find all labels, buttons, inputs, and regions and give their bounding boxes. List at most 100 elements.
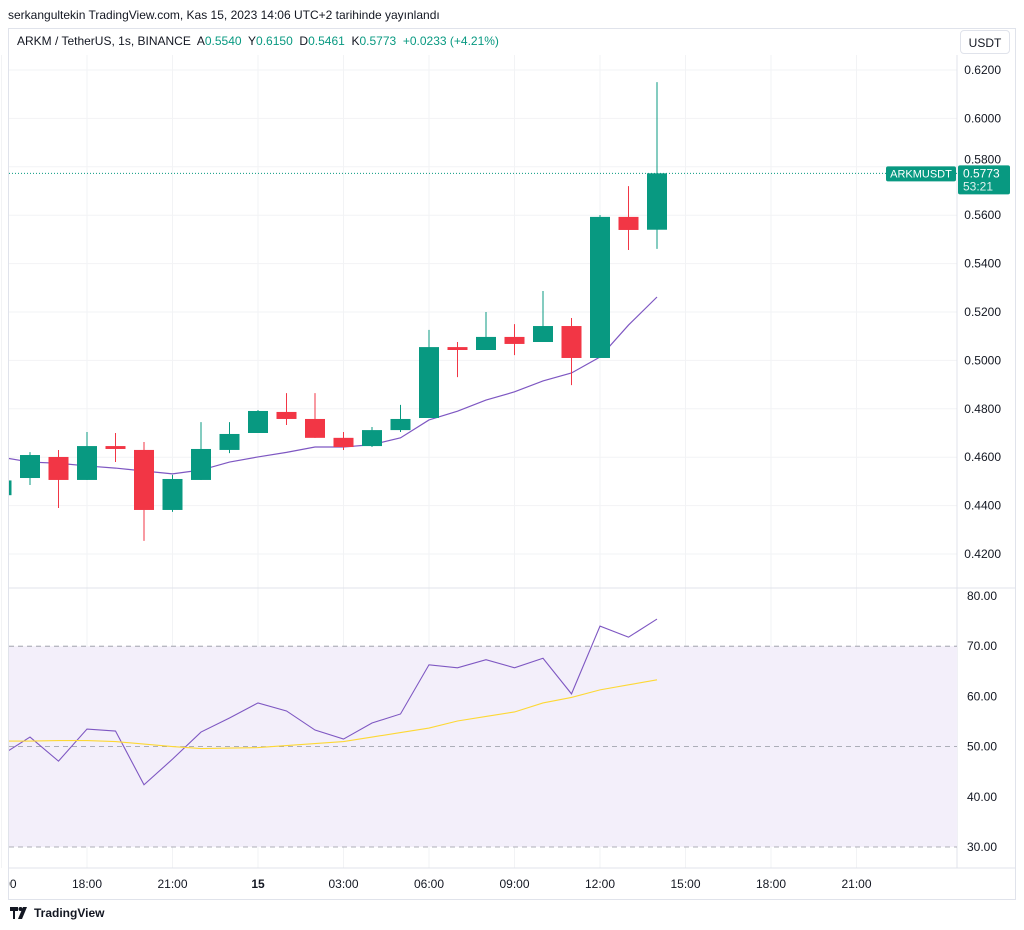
candle-10:00 xyxy=(533,290,553,343)
rsi-tick-label: 40.00 xyxy=(967,790,997,804)
price-tick-label: 0.5800 xyxy=(964,152,1001,166)
candle-12:00 xyxy=(590,214,610,358)
candle-13:00 xyxy=(618,186,639,251)
rsi-tick-label: 70.00 xyxy=(967,639,997,653)
candle-00:00 xyxy=(248,410,268,433)
time-tick-label: 15 xyxy=(251,877,265,891)
rsi-ma-line xyxy=(9,679,658,750)
symbol-tag-bg xyxy=(886,166,956,182)
candle-body xyxy=(447,347,468,350)
close-value: 0.5773 xyxy=(359,34,397,48)
candle-14:00 xyxy=(647,82,667,249)
price-tag-value: 0.5773 xyxy=(963,166,1000,180)
plot-area xyxy=(9,82,957,786)
price-tick-label: 0.6200 xyxy=(964,63,1001,77)
candle-body xyxy=(9,480,12,496)
price-tick-label: 0.5600 xyxy=(964,208,1001,222)
candle-body xyxy=(533,326,553,343)
candle-body xyxy=(162,478,183,510)
candle-body xyxy=(618,216,639,230)
rsi-line xyxy=(9,618,658,786)
candle-body xyxy=(362,430,382,447)
price-tick-label: 0.5400 xyxy=(964,257,1001,271)
candle-body xyxy=(48,456,69,480)
close-label: K xyxy=(351,34,360,48)
price-tick-label: 0.5200 xyxy=(964,305,1001,319)
candle-body xyxy=(191,448,211,480)
time-tick-label: 09:00 xyxy=(499,877,529,891)
candle-body xyxy=(561,326,582,358)
currency-button[interactable]: USDT xyxy=(960,30,1010,54)
candle-22:00 xyxy=(191,422,211,480)
price-tag-bg xyxy=(958,165,1010,195)
candle-07:00 xyxy=(447,342,468,378)
candle-06:00 xyxy=(419,329,439,418)
high-label: Y xyxy=(248,34,257,48)
candle-19:00 xyxy=(105,433,126,463)
time-tick-label: 12:00 xyxy=(585,877,615,891)
time-tick-label: 21:00 xyxy=(841,877,871,891)
candle-body xyxy=(219,433,240,450)
candle-15:00 xyxy=(9,480,12,496)
time-tick-label: 15:00 xyxy=(0,877,17,891)
candle-body xyxy=(419,347,439,418)
price-tick-label: 0.4600 xyxy=(964,450,1001,464)
candle-body xyxy=(77,446,97,480)
price-tick-label: 0.6000 xyxy=(964,111,1001,125)
price-tag-countdown: 53:21 xyxy=(963,179,993,193)
time-tick-label: 18:00 xyxy=(72,877,102,891)
candle-23:00 xyxy=(219,422,240,454)
tradingview-logo[interactable]: TradingView xyxy=(10,906,104,920)
candle-body xyxy=(504,336,525,344)
price-axis: 0.6200 0.6000 0.5800 0.5600 0.5400 0.5200 0.50… xyxy=(964,63,1001,561)
symbol-name: ARKM / TetherUS, 1s, BINANCE xyxy=(17,34,191,48)
candle-body xyxy=(333,437,354,448)
symbol-tag-label: ARKMUSDT xyxy=(890,168,952,180)
candle-body xyxy=(248,410,268,433)
candle-09:00 xyxy=(504,324,525,356)
candle-body xyxy=(305,418,325,438)
candle-11:00 xyxy=(561,318,582,386)
candle-08:00 xyxy=(476,312,496,350)
candle-18:00 xyxy=(77,432,97,480)
price-tick-label: 0.4200 xyxy=(964,547,1001,561)
tradingview-logo-icon xyxy=(10,907,27,919)
candle-body xyxy=(390,418,411,431)
candle-02:00 xyxy=(305,393,325,438)
low-label: D xyxy=(299,34,309,48)
low-value: 0.5461 xyxy=(308,34,345,48)
price-tick-label: 0.5000 xyxy=(964,353,1001,367)
rsi-tick-label: 60.00 xyxy=(967,689,997,703)
price-tick-label: 0.4800 xyxy=(964,402,1001,416)
candle-body xyxy=(134,449,154,510)
candle-05:00 xyxy=(390,404,411,433)
price-tick-label: 0.4400 xyxy=(964,499,1001,513)
time-tick-label: 06:00 xyxy=(414,877,444,891)
time-tick-label: 03:00 xyxy=(328,877,358,891)
time-tick-label: 18:00 xyxy=(756,877,786,891)
moving-average-line xyxy=(9,296,658,475)
candle-01:00 xyxy=(276,393,297,426)
candle-03:00 xyxy=(333,432,354,450)
time-axis-labels: 15:00 18:00 21:00 15 03:00 06:00 09:00 12:00 15:… xyxy=(0,877,872,891)
rsi-band xyxy=(9,645,957,848)
candle-body xyxy=(20,455,40,479)
high-value: 0.6150 xyxy=(256,34,293,48)
candle-body xyxy=(647,173,667,230)
time-tick-label: 21:00 xyxy=(157,877,187,891)
candle-body xyxy=(590,216,610,358)
rsi-tick-label: 30.00 xyxy=(967,840,997,854)
candle-21:00 xyxy=(162,474,183,512)
candle-body xyxy=(476,336,496,350)
rsi-axis: 80.00 70.00 60.00 50.00 40.00 30.00 xyxy=(967,589,997,854)
symbol-legend: ARKM / TetherUS, 1s, BINANCE A0.5540 Y0.… xyxy=(17,34,499,48)
candle-body xyxy=(105,446,126,449)
candle-16:00 xyxy=(20,452,40,486)
candle-04:00 xyxy=(362,426,382,448)
open-value: 0.5540 xyxy=(204,34,242,48)
time-tick-label: 15:00 xyxy=(670,877,700,891)
time-axis: 15:00 18:00 21:00 15 03:00 06:00 09:00 12:00 15:… xyxy=(0,877,872,891)
candle-17:00 xyxy=(48,449,69,509)
